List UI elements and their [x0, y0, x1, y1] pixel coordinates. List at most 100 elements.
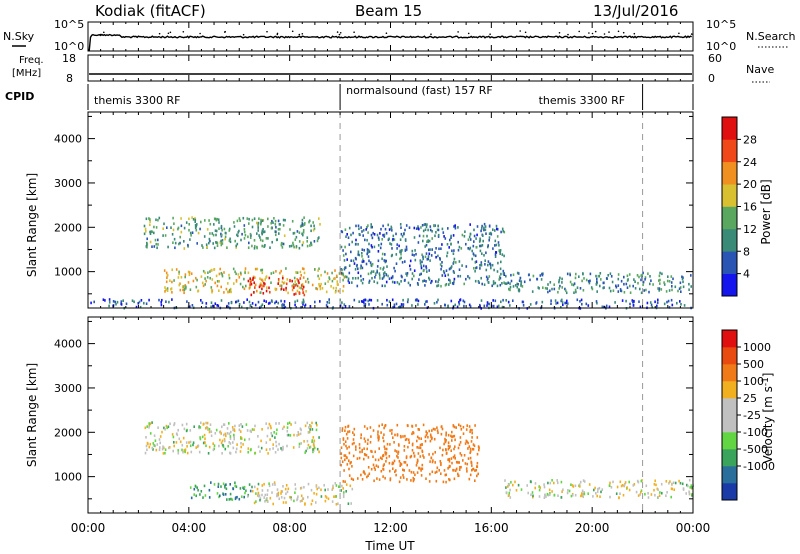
- echo-cell: [230, 430, 232, 434]
- echo-cell: [534, 486, 536, 490]
- velocity-panel-frame: [87, 316, 694, 514]
- echo-cell: [194, 220, 196, 224]
- echo-cell: [370, 223, 372, 226]
- echo-cell: [173, 422, 176, 425]
- echo-cell: [254, 286, 256, 289]
- echo-cell: [663, 283, 666, 286]
- echo-cell: [425, 477, 427, 480]
- echo-cell: [399, 223, 402, 226]
- echo-cell: [342, 495, 345, 499]
- echo-cell: [220, 432, 222, 435]
- echo-cell: [670, 275, 673, 278]
- echo-cell: [224, 231, 227, 235]
- echo-cell: [219, 241, 222, 244]
- echo-cell: [243, 277, 245, 281]
- echo-cell: [402, 304, 404, 307]
- echo-cell: [499, 252, 501, 255]
- echo-cell: [368, 250, 371, 253]
- echo-cell: [382, 453, 385, 457]
- echo-cell: [647, 492, 649, 495]
- echo-cell: [166, 276, 168, 279]
- echo-cell: [466, 424, 468, 427]
- echo-cell: [294, 280, 296, 283]
- echo-cell: [296, 284, 299, 288]
- echo-cell: [151, 421, 153, 424]
- echo-cell: [487, 277, 489, 280]
- echo-cell: [412, 479, 415, 483]
- echo-cell: [327, 497, 330, 501]
- echo-cell: [486, 301, 489, 304]
- echo-cell: [385, 456, 388, 460]
- echo-cell: [682, 280, 684, 284]
- echo-cell: [627, 278, 629, 281]
- echo-cell: [290, 498, 293, 501]
- noise-dot: [99, 33, 102, 36]
- echo-cell: [471, 468, 473, 472]
- echo-cell: [377, 250, 380, 253]
- echo-cell: [639, 305, 642, 309]
- echo-cell: [262, 228, 264, 231]
- noise-dot: [339, 32, 342, 34]
- echo-cell: [261, 229, 264, 233]
- echo-cell: [634, 287, 637, 290]
- echo-cell: [145, 230, 147, 233]
- echo-cell: [558, 287, 560, 290]
- colorbar-swatch: [722, 273, 737, 297]
- echo-cell: [346, 447, 348, 450]
- echo-cell: [108, 301, 111, 304]
- echo-cell: [333, 495, 335, 498]
- echo-cell: [348, 226, 351, 230]
- echo-cell: [581, 279, 583, 283]
- echo-cell: [647, 272, 649, 275]
- echo-cell: [357, 224, 360, 228]
- echo-cell: [665, 494, 667, 497]
- echo-cell: [496, 228, 499, 231]
- echo-cell: [539, 486, 541, 489]
- echo-cell: [286, 433, 289, 437]
- echo-cell: [494, 244, 496, 247]
- echo-cell: [278, 497, 280, 501]
- echo-cell: [454, 224, 456, 227]
- echo-cell: [157, 426, 159, 429]
- echo-cell: [585, 302, 588, 306]
- echo-cell: [160, 303, 163, 307]
- echo-cell: [274, 219, 277, 223]
- echo-cell: [146, 441, 149, 445]
- echo-cell: [263, 299, 265, 303]
- echo-cell: [474, 469, 476, 472]
- echo-cell: [437, 235, 440, 238]
- echo-cell: [240, 238, 242, 242]
- echo-cell: [427, 435, 429, 439]
- echo-cell: [417, 452, 420, 455]
- echo-cell: [302, 241, 305, 244]
- echo-cell: [388, 277, 391, 280]
- echo-cell: [259, 450, 261, 453]
- echo-cell: [432, 459, 434, 462]
- echo-cell: [296, 278, 298, 281]
- echo-cell: [364, 302, 367, 306]
- echo-cell: [494, 281, 497, 285]
- echo-cell: [365, 453, 368, 457]
- echo-cell: [399, 462, 402, 465]
- echo-cell: [385, 280, 388, 284]
- echo-cell: [370, 435, 372, 438]
- echo-cell: [403, 461, 406, 464]
- echo-cell: [415, 227, 418, 230]
- echo-cell: [347, 502, 350, 505]
- echo-cell: [382, 268, 384, 271]
- echo-cell: [238, 229, 240, 233]
- echo-cell: [643, 289, 645, 292]
- echo-cell: [186, 300, 188, 303]
- echo-cell: [235, 485, 238, 488]
- echo-cell: [491, 263, 494, 267]
- echo-cell: [416, 439, 418, 443]
- echo-cell: [225, 487, 228, 491]
- echo-cell: [498, 275, 501, 278]
- echo-cell: [205, 279, 207, 283]
- echo-cell: [318, 450, 320, 454]
- echo-cell: [471, 431, 473, 435]
- echo-cell: [660, 482, 663, 486]
- echo-cell: [151, 446, 154, 450]
- echo-cell: [319, 285, 322, 288]
- echo-cell: [341, 301, 343, 304]
